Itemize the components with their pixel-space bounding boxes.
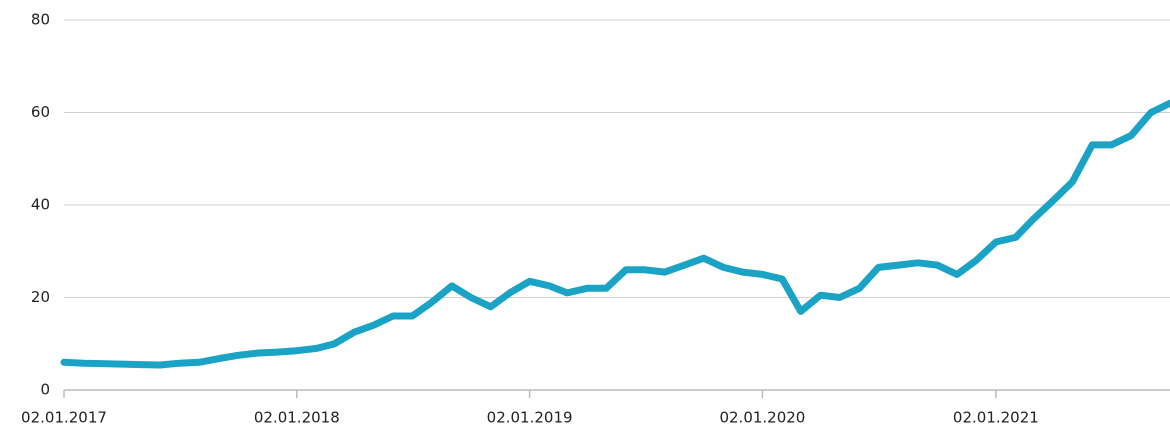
line-series bbox=[60, 99, 1170, 369]
y-tick-label: 40 bbox=[31, 196, 50, 214]
x-tick-label: 02.01.2017 bbox=[21, 409, 107, 427]
x-tick-label: 02.01.2018 bbox=[254, 409, 340, 427]
y-tick-label: 0 bbox=[40, 381, 50, 399]
x-tick-label: 02.01.2020 bbox=[719, 409, 805, 427]
y-tick-label: 60 bbox=[31, 103, 50, 121]
x-tick-label: 02.01.2019 bbox=[487, 409, 573, 427]
y-tick-label: 20 bbox=[31, 288, 50, 306]
x-tick-label: 02.01.2021 bbox=[953, 409, 1039, 427]
y-tick-label: 80 bbox=[31, 11, 50, 29]
